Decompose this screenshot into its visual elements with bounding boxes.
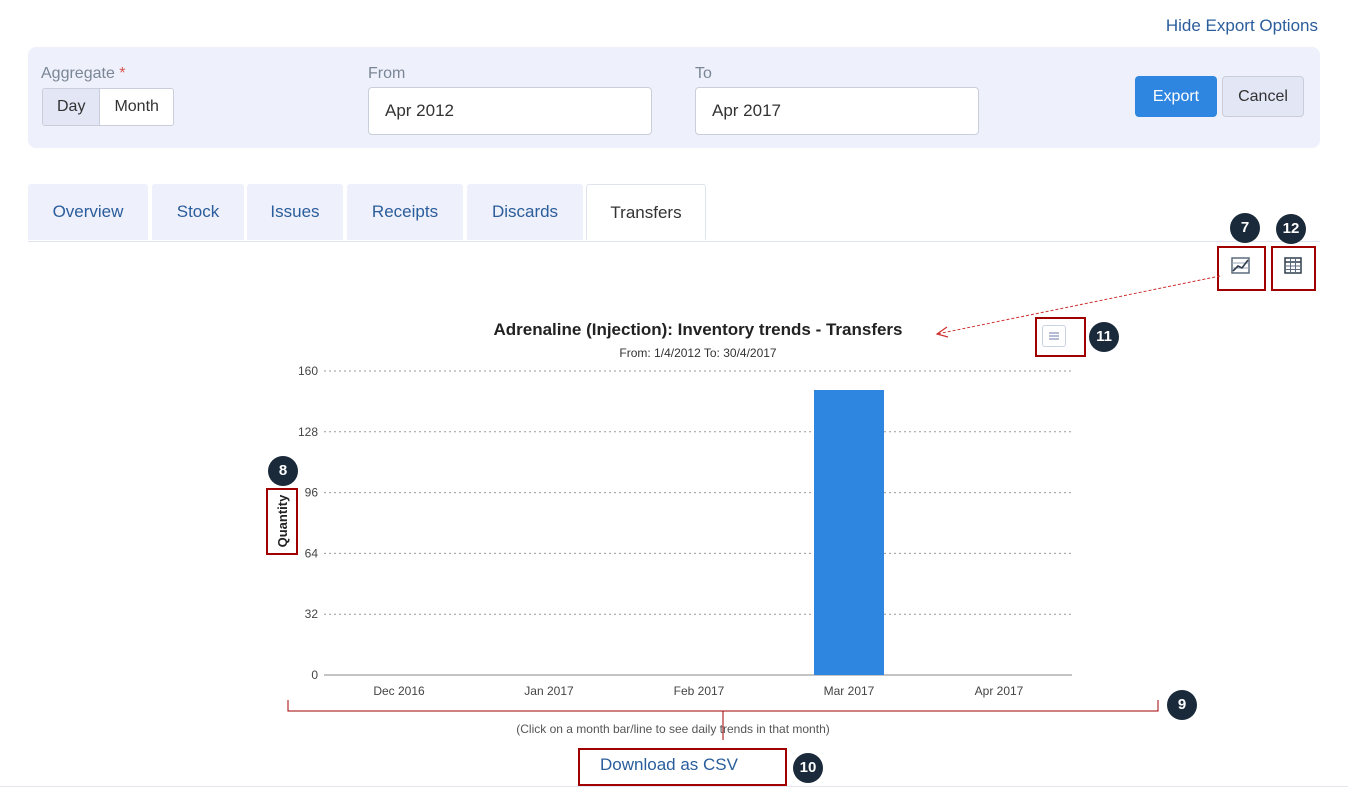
hide-export-options-link[interactable]: Hide Export Options [1165, 16, 1318, 35]
export-options-panel [28, 47, 1320, 148]
aggregate-label-text: Aggregate [41, 65, 115, 82]
x-axis-bracket [287, 700, 1159, 712]
chart-view-button[interactable] [1229, 255, 1253, 277]
x-tick-label: Mar 2017 [824, 684, 875, 698]
tab-receipts[interactable]: Receipts [347, 184, 463, 240]
tab-transfers[interactable]: Transfers [586, 184, 706, 240]
x-tick-label: Dec 2016 [373, 684, 425, 698]
y-tick-label: 96 [305, 486, 319, 500]
y-tick-label: 32 [305, 607, 319, 621]
chart-subtitle: From: 1/4/2012 To: 30/4/2017 [619, 346, 777, 360]
chart-gridlines [324, 370, 1072, 615]
y-axis-label-highlight [266, 488, 298, 555]
required-mark: * [119, 65, 126, 82]
chart-title: Adrenaline (Injection): Inventory trends… [493, 320, 902, 339]
callout-9: 9 [1167, 690, 1197, 720]
chart-menu-highlight [1035, 317, 1086, 357]
menu-icon [1049, 332, 1059, 340]
y-tick-label: 128 [298, 425, 318, 439]
tab-stock[interactable]: Stock [152, 184, 244, 240]
x-tick-label: Apr 2017 [975, 684, 1024, 698]
callout-10: 10 [793, 753, 823, 783]
report-tabs: Overview Stock Issues Receipts Discards … [28, 184, 1320, 242]
tab-issues[interactable]: Issues [247, 184, 343, 240]
bottom-divider [0, 786, 1348, 787]
chart-icon [1231, 257, 1250, 274]
aggregate-month-option[interactable]: Month [99, 89, 173, 125]
callout-8: 8 [268, 456, 298, 486]
callout-pointer-arrowhead [935, 326, 949, 338]
chart-view-highlight [1217, 246, 1266, 291]
x-tick-label: Feb 2017 [674, 684, 725, 698]
table-view-button[interactable] [1281, 255, 1305, 277]
bar-mar-2017[interactable] [814, 390, 884, 675]
download-csv-highlight [578, 748, 787, 786]
to-date-input[interactable]: Apr 2017 [695, 87, 979, 135]
y-axis-ticks: 0 32 64 96 128 160 [298, 364, 318, 682]
chart-note: (Click on a month bar/line to see daily … [516, 722, 830, 736]
callout-pointer-line [936, 275, 1221, 335]
chart-menu-button[interactable] [1042, 325, 1066, 347]
aggregate-day-option[interactable]: Day [43, 89, 100, 125]
export-button[interactable]: Export [1135, 76, 1217, 117]
tab-discards[interactable]: Discards [467, 184, 583, 240]
from-date-input[interactable]: Apr 2012 [368, 87, 652, 135]
callout-7: 7 [1230, 213, 1260, 243]
table-icon [1284, 257, 1302, 274]
callout-12: 12 [1276, 214, 1306, 244]
y-tick-label: 0 [311, 668, 318, 682]
y-tick-label: 160 [298, 364, 318, 378]
aggregate-label: Aggregate * [41, 65, 126, 83]
x-tick-label: Jan 2017 [524, 684, 574, 698]
chart-bars [814, 390, 884, 675]
y-tick-label: 64 [305, 546, 319, 560]
to-label: To [695, 65, 712, 82]
callout-11: 11 [1089, 322, 1119, 352]
tab-overview[interactable]: Overview [28, 184, 148, 240]
download-csv-link[interactable]: Download as CSV [600, 755, 738, 774]
x-axis-ticks: Dec 2016 Jan 2017 Feb 2017 Mar 2017 Apr 2017 [373, 684, 1023, 698]
table-view-highlight [1271, 246, 1316, 291]
y-axis-label: Quantity [275, 494, 290, 547]
aggregate-toggle: Day Month [42, 88, 174, 126]
from-label: From [368, 65, 406, 82]
cancel-button[interactable]: Cancel [1222, 76, 1304, 117]
